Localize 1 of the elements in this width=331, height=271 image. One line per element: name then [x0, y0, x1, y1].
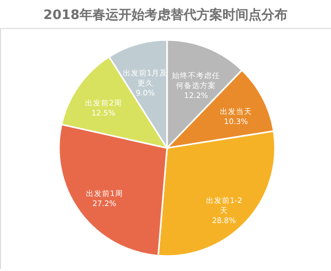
- chart-title: 2018年春运开始考虑替代方案时间点分布: [43, 7, 288, 23]
